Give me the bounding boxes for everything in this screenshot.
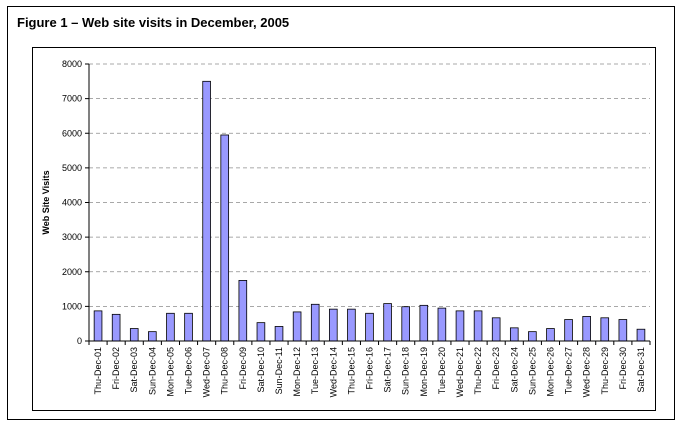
bar [202,80,211,342]
bar [166,312,175,342]
y-tick-label: 0 [77,336,82,346]
bar [473,310,483,342]
x-tick-label: Mon-Dec-12 [292,347,302,397]
x-tick-label: Sat-Dec-31 [636,347,646,393]
x-tick-label: Thu-Dec-15 [346,347,356,395]
y-tick-label: 8000 [62,59,82,69]
bar [274,326,284,342]
bar-chart: 0 1000 2000 3000 4000 5000 6000 7000 8000 Thu-Dec… [41,59,651,397]
bar [401,306,410,342]
y-tick-label: 6000 [62,128,82,138]
x-tick-label: Fri-Dec-30 [618,347,628,390]
bar [546,328,555,342]
x-tick-label: Mon-Dec-05 [165,347,175,397]
x-tick-label: Tue-Dec-27 [564,347,574,394]
x-tick-label: Sat-Dec-17 [383,347,393,393]
bar [292,311,302,342]
x-tick-label: Wed-Dec-14 [328,347,338,397]
figure-frame: Figure 1 – Web site visits in December, … [7,6,675,420]
bar [329,308,338,342]
bar [93,310,103,342]
y-tick-label: 5000 [62,163,82,173]
bar [148,331,157,342]
x-tick-label: Thu-Dec-08 [220,347,230,395]
x-tick-label: Wed-Dec-07 [202,347,212,397]
bar [564,319,573,342]
x-tick-label: Tue-Dec-06 [184,347,194,394]
bar [636,328,646,342]
y-tick-label: 2000 [62,267,82,277]
x-tick-label: Fri-Dec-23 [491,347,501,390]
plot-area: 0 1000 2000 3000 4000 5000 6000 7000 8000 Thu-Dec… [32,47,656,411]
x-tick-label: Sat-Dec-03 [129,347,139,393]
y-tick-label: 1000 [62,301,82,311]
bar [437,307,447,342]
x-tick-label: Thu-Dec-22 [473,347,483,395]
bar [111,313,121,342]
bar [419,304,429,342]
x-tick-label: Sun-Dec-04 [147,347,157,395]
bar [184,312,193,342]
bar [238,280,248,342]
x-tick-label: Mon-Dec-26 [545,347,555,397]
bar [220,134,230,342]
bar [310,303,320,342]
y-tick-label: 4000 [62,198,82,208]
x-tick-label: Fri-Dec-16 [365,347,375,390]
figure-title: Figure 1 – Web site visits in December, … [17,15,290,30]
x-tick-label: Wed-Dec-21 [455,347,465,397]
x-tick-label: Sun-Dec-25 [527,347,537,395]
bar [347,308,356,342]
bar [256,322,266,342]
x-tick-label: Thu-Dec-29 [600,347,610,395]
x-tick-label: Sun-Dec-18 [401,347,411,395]
y-axis-label: Web Site Visits [41,170,51,234]
bar [582,316,591,342]
x-tick-label: Fri-Dec-02 [111,347,121,390]
x-tick-label: Thu-Dec-01 [93,347,103,395]
x-tick-label: Fri-Dec-09 [238,347,248,390]
bar [383,303,392,342]
y-tick-label: 3000 [62,232,82,242]
x-tick-label: Mon-Dec-19 [419,347,429,397]
bar [528,331,537,342]
bar [600,317,610,342]
bar [365,312,374,342]
x-tick-label: Sat-Dec-10 [256,347,266,393]
bar [509,327,519,342]
x-tick-label: Sun-Dec-11 [274,347,284,394]
x-tick-label: Sat-Dec-24 [509,347,519,393]
y-tick-label: 7000 [62,94,82,104]
bar [491,317,501,342]
x-tick-label: Wed-Dec-28 [582,347,592,397]
x-tick-label: Tue-Dec-20 [437,347,447,394]
x-tick-label: Tue-Dec-13 [310,347,320,394]
bar [129,328,139,342]
bar [618,319,628,342]
bar [455,310,465,342]
